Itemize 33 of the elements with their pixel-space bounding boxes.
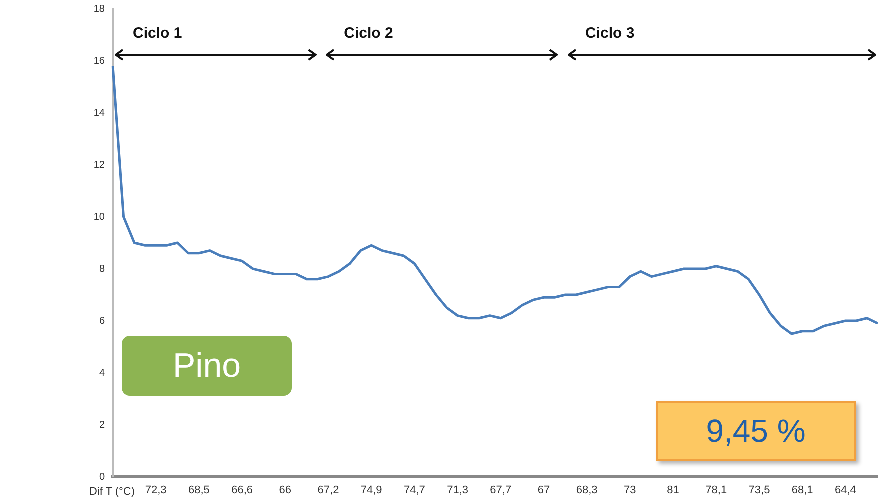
y-tick-label: 10 [94, 212, 106, 223]
x-tick-label: 74,7 [404, 484, 426, 497]
y-tick-label: 2 [99, 420, 106, 431]
x-axis-title: Dif T (°C) [89, 486, 135, 498]
y-tick-label: 16 [94, 56, 106, 67]
x-tick-label: 68,5 [188, 484, 210, 497]
annotation: Ciclo 3 [586, 25, 635, 42]
x-tick-label: 67 [538, 484, 550, 497]
x-tick-label: 66 [279, 484, 292, 497]
x-tick-label: 73 [624, 484, 636, 497]
x-tick-label: 64,4 [834, 484, 856, 497]
annotation: Ciclo 1 [133, 25, 182, 42]
y-tick-label: 0 [99, 472, 106, 483]
x-tick-label: 68,1 [792, 484, 814, 497]
y-tick-label: 18 [94, 4, 106, 15]
x-tick-label: 78,1 [706, 484, 728, 497]
x-tick-label: 73,5 [748, 484, 770, 497]
annotation: Ciclo 2 [344, 25, 394, 42]
x-tick-label: 66,6 [232, 484, 254, 497]
x-tick-label: 81 [667, 484, 680, 497]
annotation: 9,45 % [656, 401, 856, 461]
x-tick-label: 68,3 [576, 484, 598, 497]
y-tick-label: 8 [99, 264, 106, 275]
x-tick-label: 74,9 [360, 484, 382, 497]
x-tick-label: 71,3 [447, 484, 468, 497]
y-tick-label: 12 [94, 160, 106, 171]
y-tick-label: 6 [99, 316, 106, 327]
y-tick-label: 14 [94, 108, 106, 119]
x-tick-label: 72,3 [145, 484, 167, 497]
x-tick-label: 67,2 [318, 484, 340, 497]
y-tick-label: 4 [99, 368, 106, 379]
annotation: Pino [122, 336, 292, 396]
x-tick-label: 67,7 [490, 484, 512, 497]
